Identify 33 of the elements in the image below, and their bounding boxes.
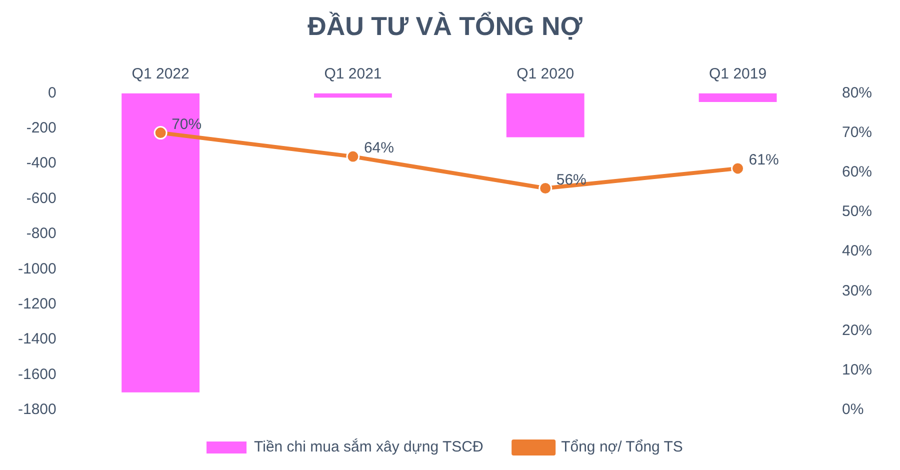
y2-tick-label: 60% — [842, 164, 872, 181]
y2-tick-label: 30% — [842, 282, 872, 300]
point — [731, 162, 745, 176]
x-tick-label: Q1 2021 — [324, 65, 382, 82]
x-tick-label: Q1 2019 — [709, 65, 767, 82]
y-tick-label: -1600 — [18, 366, 56, 383]
point — [346, 150, 360, 164]
y2-tick-label: 20% — [842, 322, 872, 339]
y2-tick-label: 70% — [842, 124, 872, 141]
legend-label: Tổng nợ/ Tổng TS — [561, 438, 683, 456]
x-tick-label: Q1 2020 — [516, 65, 574, 82]
y-tick-label: -600 — [26, 190, 56, 207]
y-tick-label: -800 — [26, 225, 56, 242]
data-label: 61% — [748, 152, 779, 169]
chart-title: ĐẦU TƯ VÀ TỔNG NỢ — [308, 10, 584, 41]
y2-tick-label: 50% — [842, 203, 872, 220]
y-tick-label: 0 — [48, 84, 56, 102]
y-tick-label: -400 — [26, 154, 56, 172]
point — [154, 126, 168, 140]
y-tick-label: -1800 — [18, 401, 56, 418]
y-tick-label: -1200 — [18, 296, 56, 313]
y2-tick-label: 80% — [842, 84, 872, 102]
y-tick-label: -1400 — [18, 330, 56, 348]
y-tick-label: -1000 — [18, 260, 56, 278]
data-label: 64% — [364, 140, 394, 157]
y2-tick-label: 40% — [842, 242, 872, 260]
y-tick-label: -200 — [26, 120, 56, 137]
y2-tick-label: 0% — [842, 401, 864, 418]
x-tick-label: Q1 2022 — [132, 65, 190, 82]
point — [538, 181, 552, 195]
data-label: 56% — [556, 171, 586, 188]
y2-tick-label: 10% — [842, 362, 872, 379]
legend-label: Tiền chi mua sắm xây dựng TSCĐ — [254, 438, 484, 456]
